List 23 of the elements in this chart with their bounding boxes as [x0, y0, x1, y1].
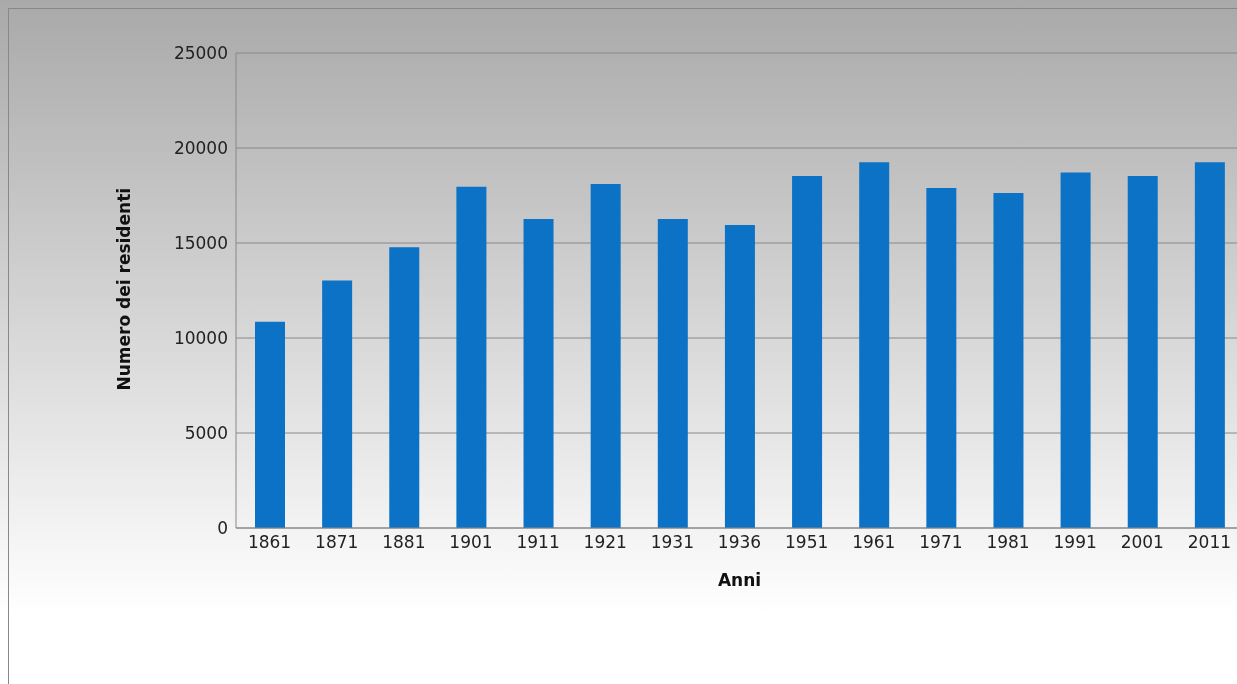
- x-tick-label: 1911: [516, 532, 560, 553]
- x-tick-label: 1901: [449, 532, 493, 553]
- x-axis-title: Anni: [717, 570, 762, 590]
- x-tick-label: 1871: [315, 532, 359, 553]
- y-tick-label: 5000: [184, 423, 228, 444]
- x-tick-label: 1991: [1053, 532, 1097, 553]
- x-tick-label: 1971: [919, 532, 963, 553]
- x-tick-label: 2001: [1120, 532, 1164, 553]
- x-tick-label: 1961: [852, 532, 896, 553]
- y-tick-label: 25000: [173, 43, 228, 64]
- x-tick-label: 1921: [583, 532, 627, 553]
- x-tick-label: 1951: [785, 532, 829, 553]
- x-tick-label: 2011: [1187, 532, 1232, 553]
- x-tick-label: 1881: [382, 532, 426, 553]
- x-tick-label: 1931: [650, 532, 694, 553]
- y-tick-label: 0: [217, 518, 228, 539]
- y-tick-label: 20000: [173, 138, 228, 159]
- x-tick-label: 1936: [717, 532, 762, 553]
- y-tick-label: 10000: [173, 328, 228, 349]
- y-axis-title: Numero dei residenti: [114, 187, 135, 391]
- x-tick-label: 1981: [986, 532, 1030, 553]
- y-tick-label: 15000: [173, 233, 228, 254]
- x-tick-label: 1861: [247, 532, 292, 553]
